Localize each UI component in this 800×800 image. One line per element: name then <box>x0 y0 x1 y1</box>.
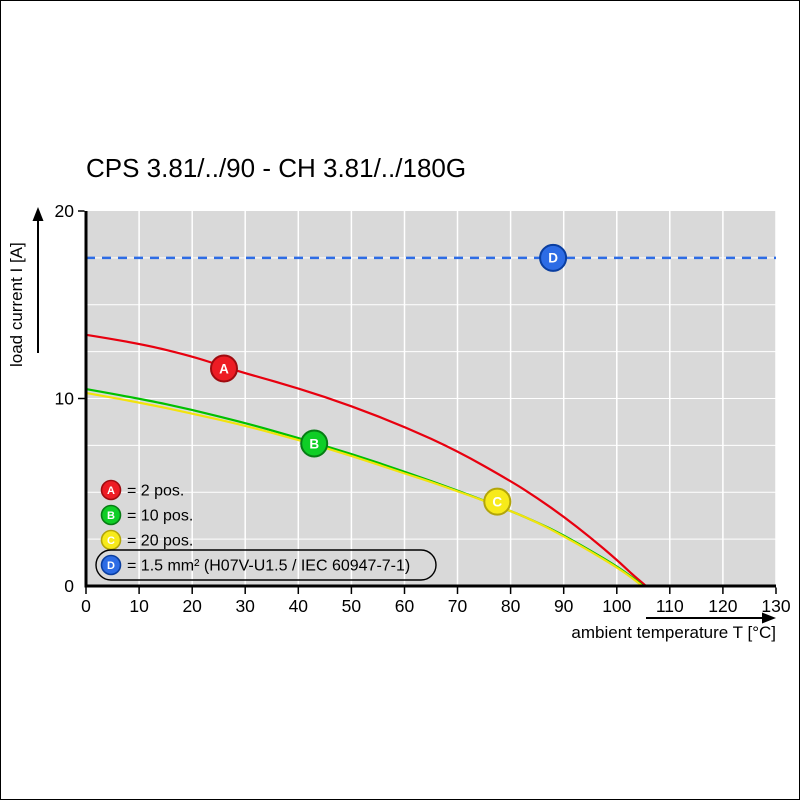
legend-text-a: = 2 pos. <box>127 483 184 500</box>
x-tick-label: 70 <box>448 596 468 616</box>
x-tick-label: 130 <box>761 596 790 616</box>
curve-marker-b-letter: B <box>309 436 319 451</box>
x-tick-label: 90 <box>554 596 574 616</box>
curve-marker-c <box>483 487 512 516</box>
curve-c <box>84 391 644 588</box>
x-tick-label: 120 <box>708 596 737 616</box>
legend-letter-c: C <box>107 535 115 547</box>
y-axis-arrow-head <box>32 207 44 221</box>
legend-letter-a: A <box>107 485 115 497</box>
x-tick-label: 10 <box>129 596 149 616</box>
x-tick-label: 110 <box>656 596 684 616</box>
y-tick-label: 20 <box>55 201 75 221</box>
legend-text-c: = 20 pos. <box>127 533 193 550</box>
x-axis-label: ambient temperature T [°C] <box>571 623 776 642</box>
x-tick-label: 100 <box>602 596 631 616</box>
curve-marker-a-letter: A <box>219 361 229 376</box>
x-tick-label: 40 <box>289 596 309 616</box>
x-axis-arrow-head <box>762 612 776 624</box>
chart-title: CPS 3.81/../90 - CH 3.81/../180G <box>86 153 467 183</box>
legend-text-d: = 1.5 mm² (H07V-U1.5 / IEC 60947-7-1) <box>127 558 410 575</box>
y-tick-label: 10 <box>55 389 75 409</box>
legend-marker-a <box>100 479 122 501</box>
x-tick-label: 20 <box>182 596 202 616</box>
legend-marker-b <box>100 504 122 526</box>
legend-text-b: = 10 pos. <box>127 508 193 525</box>
curve-marker-d-letter: D <box>548 251 558 266</box>
legend-letter-d: D <box>107 560 115 572</box>
curve-marker-b <box>300 429 329 458</box>
x-tick-label: 50 <box>342 596 362 616</box>
curve-marker-a <box>210 354 238 383</box>
x-tick-label: 0 <box>81 596 91 616</box>
legend-letter-b: B <box>107 510 115 522</box>
x-tick-label: 80 <box>501 596 521 616</box>
x-tick-label: 30 <box>235 596 255 616</box>
x-tick-label: 60 <box>395 596 415 616</box>
legend-box <box>95 549 437 581</box>
y-tick-label: 0 <box>64 576 74 596</box>
curve-marker-c-letter: C <box>492 494 502 509</box>
curve-marker-d <box>539 243 568 272</box>
legend-marker-d <box>100 554 122 576</box>
